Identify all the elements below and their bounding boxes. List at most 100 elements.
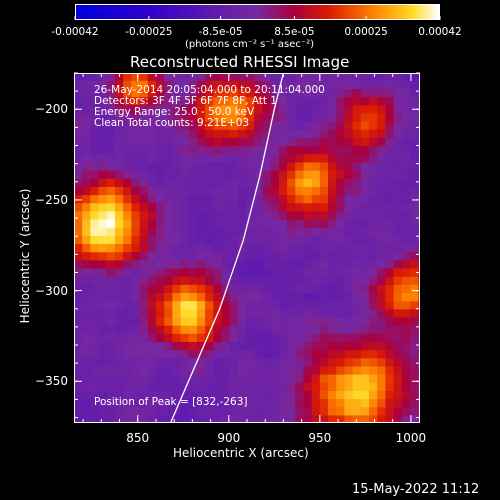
heatmap-cell	[393, 153, 403, 163]
heatmap-cell	[229, 218, 239, 228]
heatmap-cell	[229, 276, 239, 285]
heatmap-cell	[131, 390, 141, 400]
heatmap-cell	[172, 121, 182, 130]
heatmap-cell	[229, 316, 239, 326]
heatmap-cell	[311, 186, 321, 196]
heatmap-cell	[164, 194, 173, 204]
heatmap-cell	[98, 325, 108, 334]
heatmap-cell	[139, 276, 149, 285]
heatmap-cell	[254, 357, 264, 367]
heatmap-cell	[196, 137, 206, 147]
heatmap-cell	[123, 73, 132, 81]
heatmap-cell	[401, 112, 411, 122]
heatmap-cell	[336, 357, 346, 367]
heatmap-cell	[82, 284, 91, 294]
heatmap-cell	[352, 170, 362, 179]
heatmap-cell	[147, 406, 157, 416]
heatmap-cell	[229, 341, 239, 351]
heatmap-cell	[295, 325, 305, 334]
heatmap-cell	[155, 178, 165, 187]
heatmap-cell	[278, 178, 288, 187]
heatmap-cell	[401, 365, 411, 375]
heatmap-cell	[295, 145, 305, 155]
heatmap-cell	[311, 398, 321, 408]
heatmap-cell	[262, 414, 272, 423]
heatmap-cell	[369, 161, 378, 171]
heatmap-cell	[155, 406, 165, 416]
heatmap-cell	[164, 161, 173, 171]
heatmap-cell	[385, 398, 395, 408]
heatmap-cell	[287, 284, 296, 294]
heatmap-cell	[401, 121, 411, 130]
heatmap-cell	[352, 374, 362, 383]
heatmap-cell	[328, 374, 337, 383]
heatmap-cell	[180, 374, 190, 383]
heatmap-cell	[409, 235, 419, 245]
heatmap-cell	[139, 202, 149, 212]
heatmap-cell	[139, 178, 149, 187]
heatmap-cell	[352, 300, 362, 310]
heatmap-cell	[172, 112, 182, 122]
heatmap-cell	[196, 414, 206, 423]
heatmap-cell	[262, 104, 272, 114]
heatmap-cell	[131, 341, 141, 351]
heatmap-cell	[196, 210, 206, 220]
heatmap-cell	[393, 276, 403, 285]
heatmap-cell	[246, 349, 255, 359]
heatmap-cell	[336, 276, 346, 285]
heatmap-cell	[287, 390, 296, 400]
heatmap-cell	[278, 202, 288, 212]
heatmap-cell	[196, 88, 206, 98]
heatmap-cell	[147, 292, 157, 302]
heatmap-cell	[123, 202, 132, 212]
heatmap-cell	[164, 259, 173, 269]
heatmap-cell	[409, 145, 419, 155]
heatmap-cell	[369, 178, 378, 187]
heatmap-cell	[303, 325, 313, 334]
heatmap-cell	[295, 398, 305, 408]
heatmap-cell	[98, 104, 108, 114]
heatmap-cell	[74, 398, 83, 408]
heatmap-cell	[205, 284, 214, 294]
heatmap-cell	[401, 161, 411, 171]
heatmap-cell	[344, 73, 354, 81]
y-tick-label: −250	[35, 192, 68, 207]
heatmap-cell	[377, 374, 386, 383]
heatmap-cell	[74, 357, 83, 367]
heatmap-cell	[377, 73, 386, 81]
heatmap-cell	[319, 161, 329, 171]
heatmap-cell	[90, 227, 100, 236]
heatmap-cell	[98, 121, 108, 130]
heatmap-cell	[270, 414, 280, 423]
heatmap-cell	[229, 137, 239, 147]
heatmap-cell	[98, 112, 108, 122]
heatmap-cell	[82, 259, 91, 269]
heatmap-cell	[98, 194, 108, 204]
heatmap-cell	[123, 398, 132, 408]
heatmap-cell	[319, 292, 329, 302]
heatmap-cell	[385, 292, 395, 302]
heatmap-cell	[352, 414, 362, 423]
heatmap-cell	[254, 227, 264, 236]
heatmap-cell	[295, 308, 305, 318]
heatmap-cell	[123, 88, 132, 98]
heatmap-cell	[409, 170, 419, 179]
heatmap-cell	[393, 137, 403, 147]
heatmap-cell	[377, 210, 386, 220]
heatmap-cell	[196, 161, 206, 171]
heatmap-cell	[237, 406, 247, 416]
heatmap-cell	[188, 349, 198, 359]
heatmap-cell	[393, 186, 403, 196]
heatmap-cell	[246, 292, 255, 302]
heatmap-cell	[295, 316, 305, 326]
heatmap-cell	[237, 73, 247, 81]
heatmap-cell	[172, 341, 182, 351]
heatmap-cell	[196, 398, 206, 408]
heatmap-cell	[131, 357, 141, 367]
heatmap-cell	[147, 161, 157, 171]
heatmap-cell	[106, 210, 116, 220]
heatmap-cell	[287, 398, 296, 408]
heatmap-cell	[147, 341, 157, 351]
heatmap-cell	[328, 365, 337, 375]
heatmap-cell	[221, 365, 231, 375]
